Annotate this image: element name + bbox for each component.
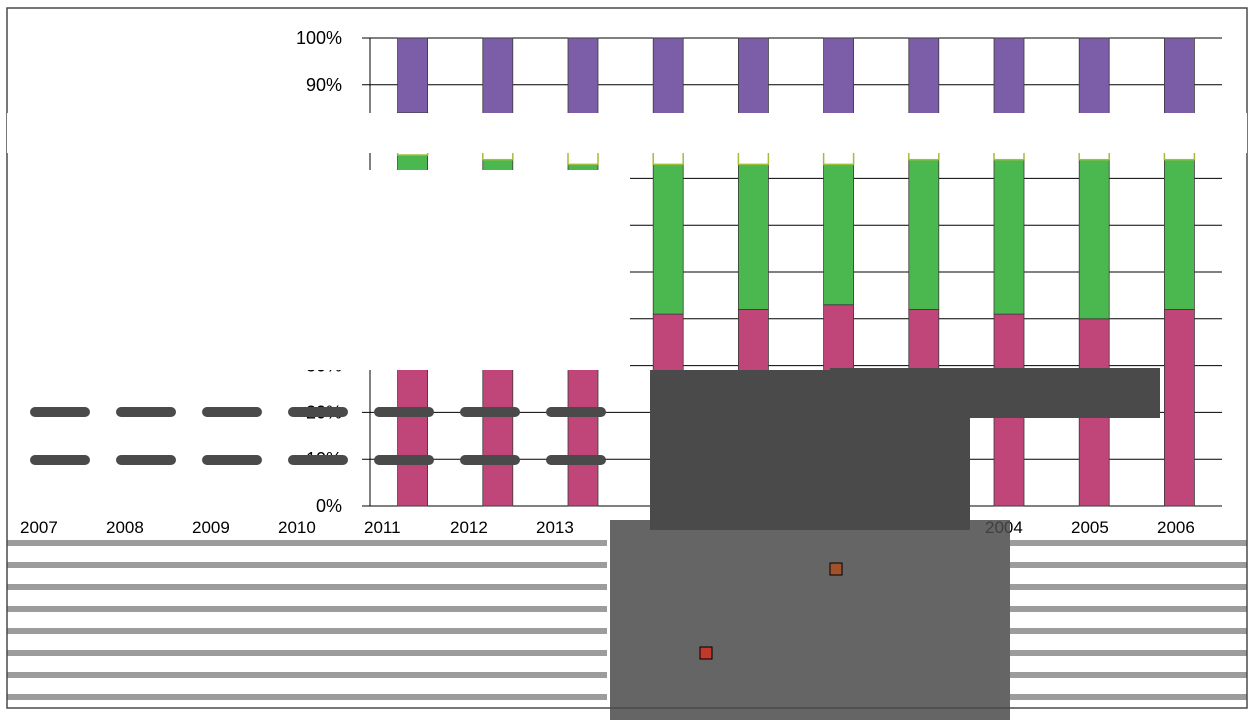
x-tick-label: 2007 <box>20 518 58 537</box>
x-axis-labels: 2007200820092010201120122013200420052006 <box>20 518 1195 537</box>
artifact-pill <box>546 455 606 465</box>
artifact-pill <box>546 407 606 417</box>
bar-segment <box>738 37 769 118</box>
bar-segment <box>1078 37 1110 118</box>
bar-segment <box>652 163 684 315</box>
bar-segment <box>908 37 940 118</box>
artifact-dark-block <box>830 368 1160 418</box>
artifact-pill <box>116 455 176 465</box>
bar-segment <box>1164 159 1195 310</box>
render-artifacts <box>7 113 1247 720</box>
artifact-pill <box>116 407 176 417</box>
artifact-stripe <box>7 694 607 700</box>
artifact-stripe <box>7 650 607 656</box>
artifact-pill <box>288 407 348 417</box>
artifact-stripe <box>7 562 607 568</box>
artifact-stripe <box>7 628 607 634</box>
x-tick-label: 2005 <box>1071 518 1109 537</box>
artifact-pill <box>202 455 262 465</box>
artifact-stripe <box>1010 672 1247 678</box>
bar-segment <box>397 37 429 114</box>
bar-segment <box>1164 37 1195 118</box>
bar-segment <box>823 163 854 306</box>
bar-segment <box>1164 309 1195 507</box>
bar-segment <box>482 37 514 118</box>
artifact-blank <box>240 170 630 370</box>
artifact-stripe <box>1010 606 1247 612</box>
y-tick-label: 100% <box>296 28 342 48</box>
artifact-stripe <box>1010 584 1247 590</box>
legend <box>699 562 843 660</box>
artifact-pill <box>374 407 434 417</box>
artifact-stripe <box>1010 650 1247 656</box>
artifact-band <box>7 113 1247 153</box>
artifact-dark-block <box>610 520 1010 720</box>
x-tick-label: 2008 <box>106 518 144 537</box>
y-tick-label: 90% <box>306 75 342 95</box>
bar-segment <box>993 37 1025 118</box>
bar-segment <box>1078 159 1110 320</box>
artifact-pill <box>288 455 348 465</box>
bar-segment <box>567 37 599 118</box>
x-tick-label: 2012 <box>450 518 488 537</box>
artifact-pill <box>30 455 90 465</box>
legend-swatch <box>829 562 843 576</box>
y-tick-label: 0% <box>316 496 342 516</box>
x-tick-label: 2011 <box>364 518 401 537</box>
x-tick-label: 2010 <box>278 518 316 537</box>
x-tick-label: 2013 <box>536 518 574 537</box>
artifact-pill <box>202 407 262 417</box>
artifact-stripe <box>7 672 607 678</box>
x-tick-label: 2006 <box>1157 518 1195 537</box>
artifact-stripe <box>1010 540 1247 546</box>
artifact-stripe <box>1010 694 1247 700</box>
artifact-stripe <box>7 540 607 546</box>
artifact-stripe <box>1010 562 1247 568</box>
artifact-pill <box>460 455 520 465</box>
bar-segment <box>652 37 684 118</box>
legend-swatch <box>699 646 713 660</box>
bar-segment <box>738 163 769 310</box>
artifact-stripe <box>1010 628 1247 634</box>
artifact-stripe <box>7 584 607 590</box>
x-tick-label: 2009 <box>192 518 230 537</box>
artifact-pill <box>30 407 90 417</box>
bar-segment <box>993 159 1025 315</box>
bar-segment <box>908 159 940 310</box>
artifact-pill <box>460 407 520 417</box>
bar-segment <box>823 37 854 118</box>
artifact-pill <box>374 455 434 465</box>
artifact-stripe <box>7 606 607 612</box>
